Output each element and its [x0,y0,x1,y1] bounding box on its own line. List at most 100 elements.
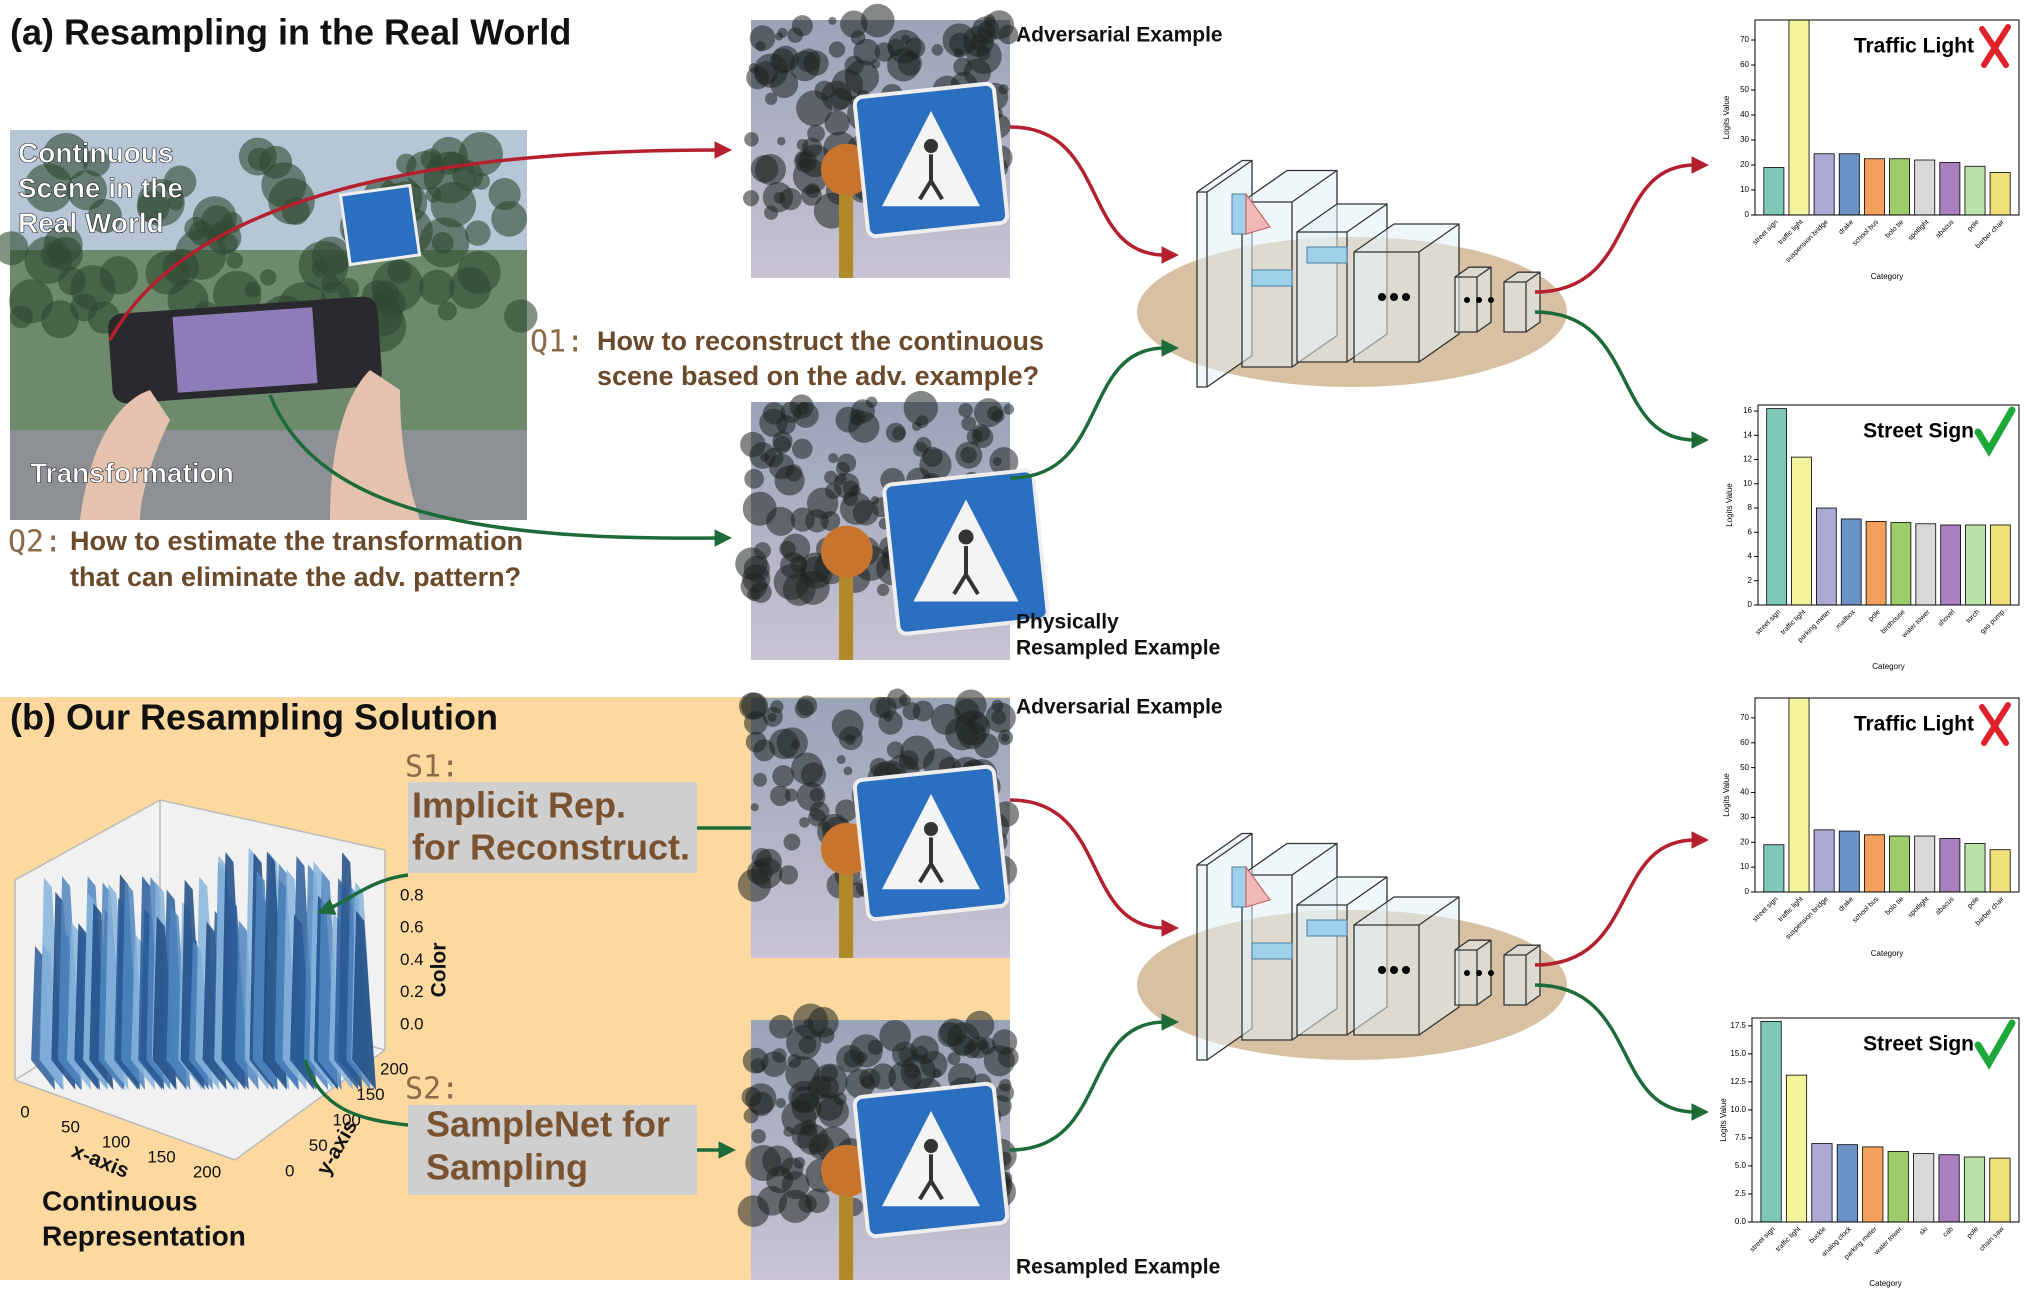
question-tag: Q1: [530,325,584,360]
y-tick-label: 200 [380,1059,408,1078]
foliage [742,190,760,207]
layer-edge [1354,896,1460,1035]
bar [1863,834,1885,893]
bar [1989,849,2011,893]
bar [1889,835,1911,893]
y-tick-label: 2.5 [1735,1189,1747,1198]
y-tick-label: 10 [1743,479,1752,488]
x-tick-label: spotlight [1907,896,1930,919]
tree [226,252,244,269]
hands [80,370,420,520]
x-tick-label: 0 [20,1102,29,1121]
foliage [885,422,906,443]
sign-figure [952,546,980,596]
x-tick-label: street sign [1755,609,1783,637]
x-tick-label: suspension bridge [1785,896,1830,941]
dot [1488,970,1494,976]
dot [1476,297,1482,303]
y-tick-label: 60 [1740,738,1749,747]
bar [1816,507,1837,606]
tree [449,267,491,309]
foliage [860,1075,873,1088]
tree [387,259,412,284]
foliage [761,1051,787,1077]
z-axis-label: Color [428,943,451,998]
foliage [740,431,766,458]
y-tick-label: 50 [309,1136,328,1155]
foliage [899,694,911,707]
bar [1785,1074,1808,1223]
tree [82,149,111,177]
foliage [744,132,759,147]
foliage [942,23,977,58]
y-tick-label: 70 [1740,35,1749,44]
dot [1402,293,1410,301]
foliage [787,1054,802,1068]
x-tick-label: pole [1867,609,1881,623]
y-tick-label: 0 [1745,887,1750,896]
layer [1454,266,1492,333]
axes-frame [1751,1017,2020,1223]
foliage [879,1020,911,1052]
foliage [770,785,791,806]
dot [1378,966,1386,974]
x-tick-label: drake [1838,896,1855,913]
foliage [817,1095,849,1128]
kernel [1251,269,1293,287]
panel-title: (a) Resampling in the Real World [10,12,571,53]
foliage [958,402,973,418]
kernel-proj [1245,865,1271,908]
tree [260,269,277,286]
foliage [794,699,814,719]
step-box [408,782,697,873]
foliage [809,787,824,802]
bar [1889,158,1911,216]
foliage [754,154,787,186]
question-text: How to reconstruct the continuous [597,326,1044,356]
foliage [852,499,879,526]
layer [1454,939,1492,1006]
foliage [745,1083,777,1115]
kernel [1306,246,1348,264]
foliage [786,1024,822,1061]
bar [1813,153,1835,216]
foliage [755,848,782,876]
photo [742,3,1019,278]
y-axis-label: Logits Value [1722,773,1731,817]
bar [1788,19,1810,216]
x-tick-label: pole [1966,219,1980,233]
question-text: that can eliminate the adv. pattern? [70,562,521,592]
bar [1788,697,1810,893]
bar [1938,1154,1960,1223]
x-axis-label: Category [1869,1279,1901,1288]
x-tick-label: bolo tie [1884,219,1905,240]
transformation-label: Transformation [30,457,234,488]
foliage [775,1097,787,1109]
tree [244,281,261,298]
foliage [799,817,810,828]
step-text: for Reconstruct. [412,827,690,868]
y-tick-label: 12 [1743,455,1752,464]
x-tick-label: 50 [61,1117,80,1136]
layer [1503,944,1541,1006]
x-tick-label: suspension bridge [1785,219,1830,264]
bar [1964,843,1986,893]
y-tick-label: 30 [1740,135,1749,144]
sign-figure [924,822,938,836]
photo [735,390,1050,660]
foliage [777,27,788,38]
axes-frame [1754,697,2020,893]
image-label: Adversarial Example [1016,24,1223,47]
y-tick-label: 2 [1748,576,1753,585]
question-tag: Q2: [8,525,62,560]
dot [1464,297,1470,303]
x-tick-label: cab [1942,1226,1955,1239]
x-tick-label: buckle [1808,1226,1827,1245]
x-tick-label: torch [1965,609,1981,625]
tree [9,305,33,329]
step-tag: S1: [405,750,459,785]
bar [1965,524,1986,606]
foliage [870,59,881,69]
